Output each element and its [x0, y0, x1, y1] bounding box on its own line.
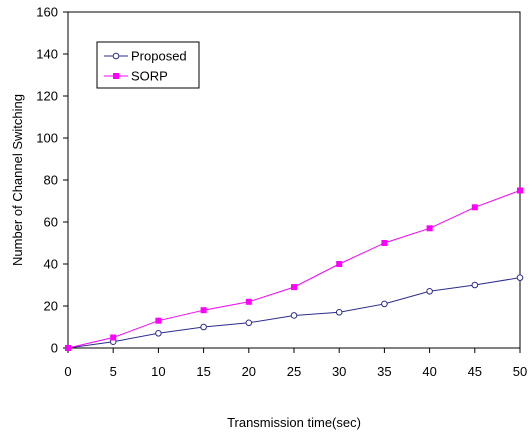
x-tick-label: 40 [422, 364, 436, 379]
x-tick-label: 30 [332, 364, 346, 379]
series-layer [64, 187, 524, 352]
data-point-proposed [245, 319, 253, 327]
data-point-proposed [516, 274, 524, 281]
x-tick-label: 10 [151, 364, 165, 379]
x-tick-label: 20 [242, 364, 256, 379]
y-tick-label: 120 [36, 89, 58, 104]
data-point-proposed [335, 309, 343, 316]
legend-box [96, 41, 200, 89]
x-tick-label: 25 [287, 364, 301, 379]
y-tick-label: 0 [51, 341, 58, 356]
x-axis-ticks: 0 5 10 15 20 25 30 35 40 45 50 [64, 348, 527, 379]
data-point-proposed [200, 323, 207, 331]
legend-marker-proposed [112, 52, 120, 60]
y-tick-label: 40 [44, 257, 58, 272]
y-tick-label: 60 [44, 215, 58, 230]
y-tick-label: 20 [44, 299, 58, 314]
data-point-proposed [471, 281, 479, 289]
data-point-proposed [426, 288, 433, 295]
legend-marker-sorp [113, 73, 119, 79]
legend: Proposed SORP [96, 41, 200, 89]
data-point-sorp [426, 225, 433, 232]
y-tick-label: 80 [44, 173, 58, 188]
x-tick-label: 0 [64, 364, 71, 379]
data-point-sorp [381, 240, 388, 246]
y-axis-title: Number of Channel Switching [10, 94, 25, 266]
x-tick-label: 45 [468, 364, 482, 379]
data-point-sorp [65, 345, 71, 351]
data-point-sorp [155, 317, 162, 324]
y-tick-label: 100 [36, 131, 58, 146]
legend-label-sorp: SORP [131, 69, 168, 84]
data-point-sorp [471, 204, 478, 211]
x-tick-label: 50 [513, 364, 527, 379]
y-axis-ticks: 0 20 40 60 80 100 120 140 160 [36, 5, 68, 356]
data-point-sorp [200, 307, 207, 314]
data-point-sorp [245, 298, 252, 305]
legend-label-proposed: Proposed [131, 49, 187, 64]
y-tick-label: 140 [36, 47, 58, 62]
x-axis-title: Transmission time(sec) [227, 415, 361, 430]
y-tick-label: 160 [36, 5, 58, 20]
series-sorp [65, 187, 523, 351]
data-point-sorp [110, 334, 117, 341]
x-tick-label: 35 [377, 364, 391, 379]
data-point-sorp [291, 284, 297, 291]
data-point-proposed [155, 330, 162, 337]
data-point-sorp [336, 261, 343, 267]
data-point-proposed [290, 312, 298, 319]
data-point-proposed [381, 300, 388, 308]
data-point-sorp [517, 187, 523, 194]
x-tick-label: 5 [110, 364, 117, 379]
x-tick-label: 15 [196, 364, 210, 379]
